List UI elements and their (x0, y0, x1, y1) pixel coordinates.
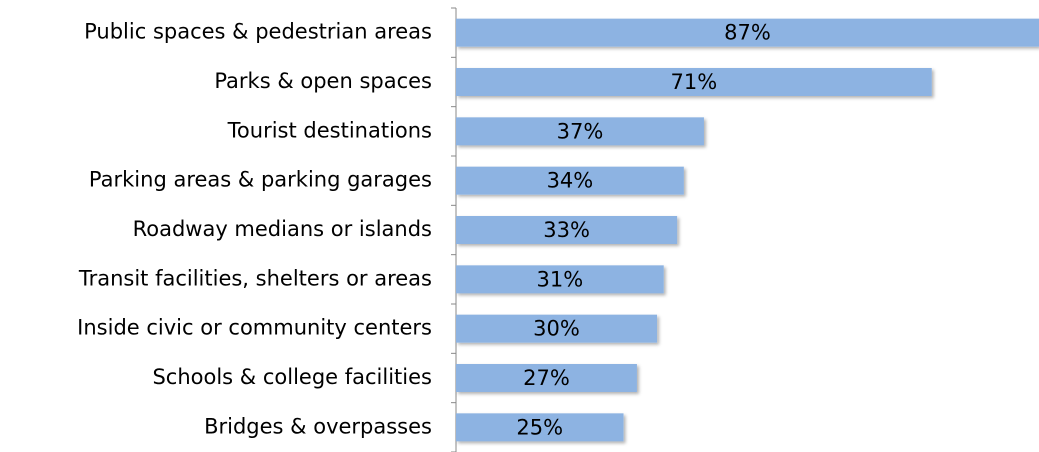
category-label: Transit facilities, shelters or areas (78, 266, 432, 290)
value-label: 34% (547, 169, 594, 193)
category-label: Schools & college facilities (152, 365, 432, 389)
bar (456, 314, 658, 343)
category-label: Parking areas & parking garages (89, 168, 432, 192)
bar (456, 364, 637, 392)
value-label: 33% (543, 218, 590, 242)
value-label: 30% (533, 317, 580, 341)
category-label: Bridges & overpasses (204, 414, 432, 438)
value-label: 31% (537, 267, 584, 291)
category-label: Parks & open spaces (214, 69, 432, 93)
value-label: 37% (557, 119, 604, 143)
bar (456, 117, 704, 146)
value-label: 71% (671, 70, 718, 94)
bar (456, 265, 664, 294)
bar (456, 216, 678, 244)
bar (456, 166, 684, 195)
category-label: Roadway medians or islands (133, 217, 432, 241)
bar (456, 413, 624, 442)
bar (456, 18, 1039, 47)
category-label: Public spaces & pedestrian areas (84, 20, 432, 44)
category-label: Inside civic or community centers (77, 316, 432, 340)
value-label: 27% (523, 366, 570, 390)
value-label: 25% (516, 415, 563, 439)
category-label: Tourist destinations (227, 118, 432, 142)
value-label: 87% (724, 21, 771, 45)
bar (456, 68, 932, 96)
